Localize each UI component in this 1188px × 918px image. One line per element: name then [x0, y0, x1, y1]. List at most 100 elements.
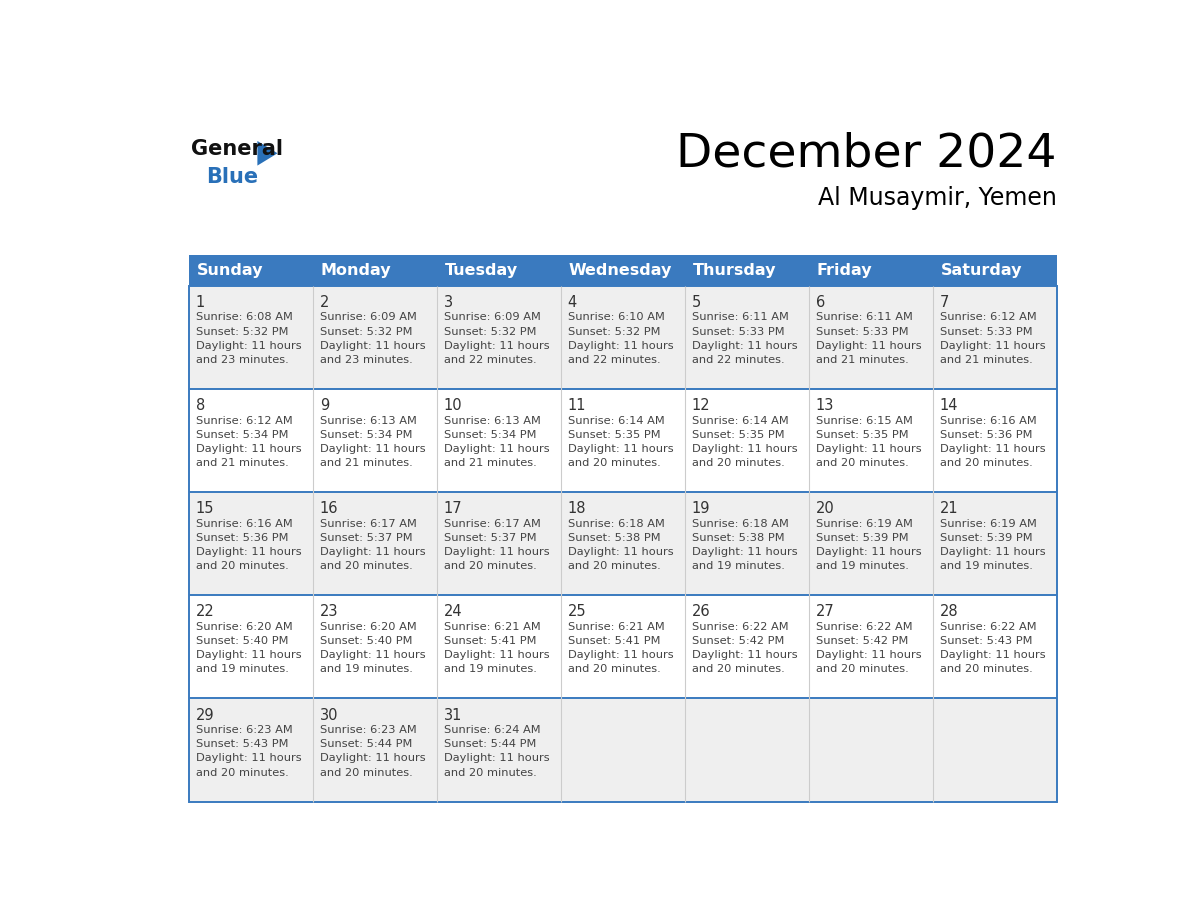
Text: and 20 minutes.: and 20 minutes.: [816, 458, 909, 468]
Text: Daylight: 11 hours: Daylight: 11 hours: [816, 341, 922, 351]
Text: and 23 minutes.: and 23 minutes.: [196, 355, 289, 365]
Text: Sunset: 5:40 PM: Sunset: 5:40 PM: [320, 636, 412, 646]
Text: Daylight: 11 hours: Daylight: 11 hours: [568, 444, 674, 454]
Text: Sunset: 5:35 PM: Sunset: 5:35 PM: [568, 430, 661, 440]
Text: and 20 minutes.: and 20 minutes.: [816, 665, 909, 675]
Text: Daylight: 11 hours: Daylight: 11 hours: [568, 650, 674, 660]
Bar: [189, 389, 1057, 492]
Text: 31: 31: [444, 708, 462, 722]
Text: Sunrise: 6:23 AM: Sunrise: 6:23 AM: [196, 725, 292, 735]
Text: 16: 16: [320, 501, 339, 516]
Text: Sunset: 5:37 PM: Sunset: 5:37 PM: [444, 533, 537, 543]
Text: Sunrise: 6:11 AM: Sunrise: 6:11 AM: [816, 312, 912, 322]
Text: 15: 15: [196, 501, 214, 516]
Text: Daylight: 11 hours: Daylight: 11 hours: [568, 341, 674, 351]
Text: Sunset: 5:41 PM: Sunset: 5:41 PM: [444, 636, 536, 646]
Text: Wednesday: Wednesday: [569, 263, 672, 278]
Text: 6: 6: [816, 295, 824, 310]
Text: 19: 19: [691, 501, 710, 516]
Text: Sunrise: 6:20 AM: Sunrise: 6:20 AM: [196, 622, 292, 632]
Text: Sunset: 5:44 PM: Sunset: 5:44 PM: [320, 739, 412, 749]
Text: Sunset: 5:40 PM: Sunset: 5:40 PM: [196, 636, 289, 646]
Text: and 20 minutes.: and 20 minutes.: [568, 458, 661, 468]
Text: Daylight: 11 hours: Daylight: 11 hours: [568, 547, 674, 557]
Text: 29: 29: [196, 708, 214, 722]
Text: and 20 minutes.: and 20 minutes.: [320, 767, 412, 778]
Text: Sunrise: 6:22 AM: Sunrise: 6:22 AM: [816, 622, 912, 632]
Text: Sunday: Sunday: [196, 263, 263, 278]
Polygon shape: [258, 141, 278, 165]
Text: Sunrise: 6:17 AM: Sunrise: 6:17 AM: [444, 519, 541, 529]
Text: Saturday: Saturday: [941, 263, 1022, 278]
Text: and 20 minutes.: and 20 minutes.: [444, 767, 537, 778]
Text: Daylight: 11 hours: Daylight: 11 hours: [816, 547, 922, 557]
Text: and 21 minutes.: and 21 minutes.: [444, 458, 537, 468]
Bar: [189, 285, 1057, 389]
Text: 26: 26: [691, 604, 710, 620]
Text: Thursday: Thursday: [693, 263, 776, 278]
Text: Daylight: 11 hours: Daylight: 11 hours: [444, 341, 549, 351]
Text: 10: 10: [444, 398, 462, 413]
Text: Sunrise: 6:13 AM: Sunrise: 6:13 AM: [444, 416, 541, 426]
Text: Sunrise: 6:18 AM: Sunrise: 6:18 AM: [691, 519, 789, 529]
Text: Blue: Blue: [207, 167, 259, 187]
Text: Sunset: 5:34 PM: Sunset: 5:34 PM: [196, 430, 289, 440]
Text: Daylight: 11 hours: Daylight: 11 hours: [816, 444, 922, 454]
Text: Monday: Monday: [321, 263, 391, 278]
Text: Sunrise: 6:16 AM: Sunrise: 6:16 AM: [196, 519, 292, 529]
Text: and 19 minutes.: and 19 minutes.: [320, 665, 412, 675]
Text: Sunrise: 6:24 AM: Sunrise: 6:24 AM: [444, 725, 541, 735]
Text: 24: 24: [444, 604, 462, 620]
Text: Sunset: 5:34 PM: Sunset: 5:34 PM: [320, 430, 412, 440]
Text: Sunrise: 6:17 AM: Sunrise: 6:17 AM: [320, 519, 417, 529]
Text: and 20 minutes.: and 20 minutes.: [196, 561, 289, 571]
Text: Daylight: 11 hours: Daylight: 11 hours: [196, 754, 302, 764]
Text: and 19 minutes.: and 19 minutes.: [444, 665, 537, 675]
Text: and 21 minutes.: and 21 minutes.: [320, 458, 412, 468]
Text: Sunrise: 6:22 AM: Sunrise: 6:22 AM: [940, 622, 1036, 632]
Text: December 2024: December 2024: [676, 131, 1057, 177]
Text: and 22 minutes.: and 22 minutes.: [444, 355, 537, 365]
Text: Daylight: 11 hours: Daylight: 11 hours: [940, 444, 1045, 454]
Text: 3: 3: [444, 295, 453, 310]
Text: Sunset: 5:33 PM: Sunset: 5:33 PM: [691, 327, 784, 337]
Bar: [189, 492, 1057, 595]
Text: Sunset: 5:43 PM: Sunset: 5:43 PM: [196, 739, 289, 749]
Text: Daylight: 11 hours: Daylight: 11 hours: [196, 650, 302, 660]
Text: Daylight: 11 hours: Daylight: 11 hours: [691, 444, 797, 454]
Text: 13: 13: [816, 398, 834, 413]
Text: 18: 18: [568, 501, 586, 516]
Text: Sunset: 5:35 PM: Sunset: 5:35 PM: [816, 430, 909, 440]
Text: and 22 minutes.: and 22 minutes.: [568, 355, 661, 365]
Text: Friday: Friday: [816, 263, 872, 278]
Text: and 20 minutes.: and 20 minutes.: [691, 665, 784, 675]
Text: and 21 minutes.: and 21 minutes.: [940, 355, 1032, 365]
Text: Daylight: 11 hours: Daylight: 11 hours: [940, 650, 1045, 660]
Text: 28: 28: [940, 604, 959, 620]
Text: and 19 minutes.: and 19 minutes.: [816, 561, 909, 571]
Text: Sunset: 5:32 PM: Sunset: 5:32 PM: [444, 327, 536, 337]
Text: 5: 5: [691, 295, 701, 310]
Text: Sunset: 5:32 PM: Sunset: 5:32 PM: [320, 327, 412, 337]
Text: 4: 4: [568, 295, 577, 310]
Text: Daylight: 11 hours: Daylight: 11 hours: [691, 341, 797, 351]
Text: Sunset: 5:36 PM: Sunset: 5:36 PM: [940, 430, 1032, 440]
Text: Sunrise: 6:15 AM: Sunrise: 6:15 AM: [816, 416, 912, 426]
Text: 21: 21: [940, 501, 959, 516]
Text: Daylight: 11 hours: Daylight: 11 hours: [196, 341, 302, 351]
Text: Sunset: 5:42 PM: Sunset: 5:42 PM: [691, 636, 784, 646]
Text: Daylight: 11 hours: Daylight: 11 hours: [320, 754, 425, 764]
Text: 11: 11: [568, 398, 586, 413]
Text: Sunrise: 6:19 AM: Sunrise: 6:19 AM: [816, 519, 912, 529]
Text: Daylight: 11 hours: Daylight: 11 hours: [444, 547, 549, 557]
Text: 30: 30: [320, 708, 339, 722]
Text: and 21 minutes.: and 21 minutes.: [816, 355, 909, 365]
Text: Sunrise: 6:12 AM: Sunrise: 6:12 AM: [940, 312, 1036, 322]
Text: and 20 minutes.: and 20 minutes.: [196, 767, 289, 778]
Bar: [189, 255, 1057, 285]
Text: Sunrise: 6:08 AM: Sunrise: 6:08 AM: [196, 312, 292, 322]
Text: Sunrise: 6:18 AM: Sunrise: 6:18 AM: [568, 519, 664, 529]
Text: Sunrise: 6:14 AM: Sunrise: 6:14 AM: [568, 416, 664, 426]
Text: Sunset: 5:36 PM: Sunset: 5:36 PM: [196, 533, 289, 543]
Text: Sunrise: 6:21 AM: Sunrise: 6:21 AM: [444, 622, 541, 632]
